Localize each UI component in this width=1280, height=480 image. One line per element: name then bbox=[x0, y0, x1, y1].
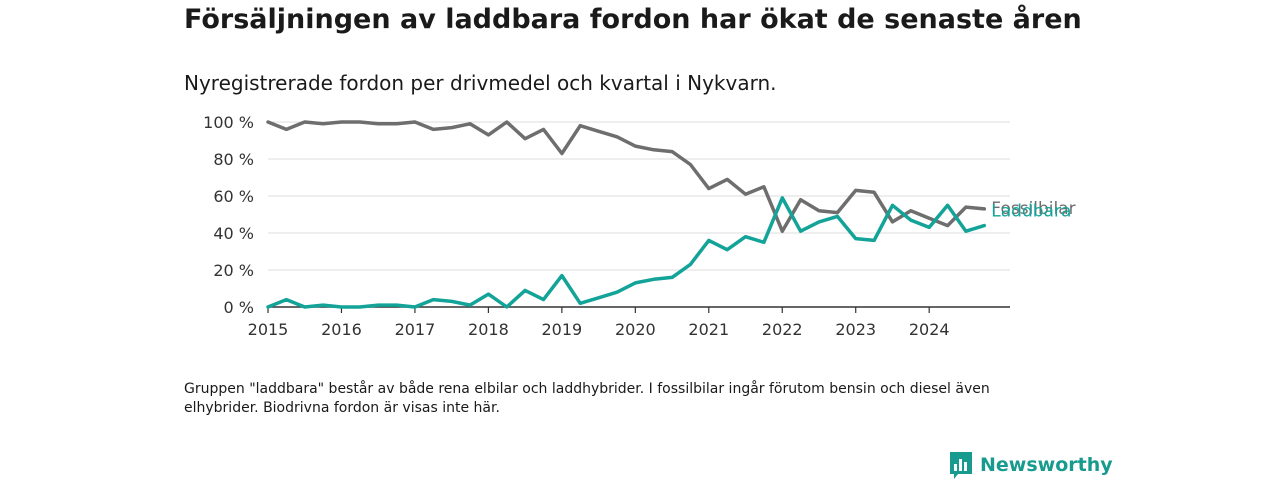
y-tick-label: 0 % bbox=[224, 298, 254, 317]
chart-subtitle: Nyregistrerade fordon per drivmedel och … bbox=[184, 71, 777, 95]
footnote: Gruppen "laddbara" består av både rena e… bbox=[184, 381, 990, 416]
legend-label-fossilbilar: Fossilbilar bbox=[991, 199, 1075, 219]
newsworthy-logo: Newsworthy bbox=[948, 450, 1113, 480]
y-tick-label: 40 % bbox=[213, 224, 254, 243]
y-tick-label: 60 % bbox=[213, 187, 254, 206]
x-tick-label: 2020 bbox=[615, 320, 656, 339]
x-tick-label: 2024 bbox=[909, 320, 950, 339]
x-tick-label: 2015 bbox=[248, 320, 289, 339]
x-tick-label: 2017 bbox=[395, 320, 436, 339]
legend-label-laddbara: Laddbara bbox=[991, 202, 1071, 222]
y-tick-label: 20 % bbox=[213, 261, 254, 280]
x-tick-label: 2019 bbox=[542, 320, 583, 339]
chart-title: Försäljningen av laddbara fordon har öka… bbox=[184, 4, 1082, 35]
bar-chart-logo-icon bbox=[950, 452, 972, 479]
y-tick-label: 100 % bbox=[203, 113, 254, 132]
x-tick-label: 2022 bbox=[762, 320, 803, 339]
series-line-laddbara bbox=[266, 196, 987, 309]
y-tick-label: 80 % bbox=[213, 150, 254, 169]
x-tick-label: 2023 bbox=[835, 320, 876, 339]
x-tick-label: 2018 bbox=[468, 320, 509, 339]
x-tick-label: 2016 bbox=[321, 320, 362, 339]
series-line-fossilbilar bbox=[266, 120, 987, 233]
line-chart: 0 % 20 % 40 % 60 % 80 % 100 % 2015 2016 2017 2018… bbox=[203, 113, 1076, 339]
x-tick-label: 2021 bbox=[688, 320, 729, 339]
logo-text: Newsworthy bbox=[980, 454, 1113, 476]
